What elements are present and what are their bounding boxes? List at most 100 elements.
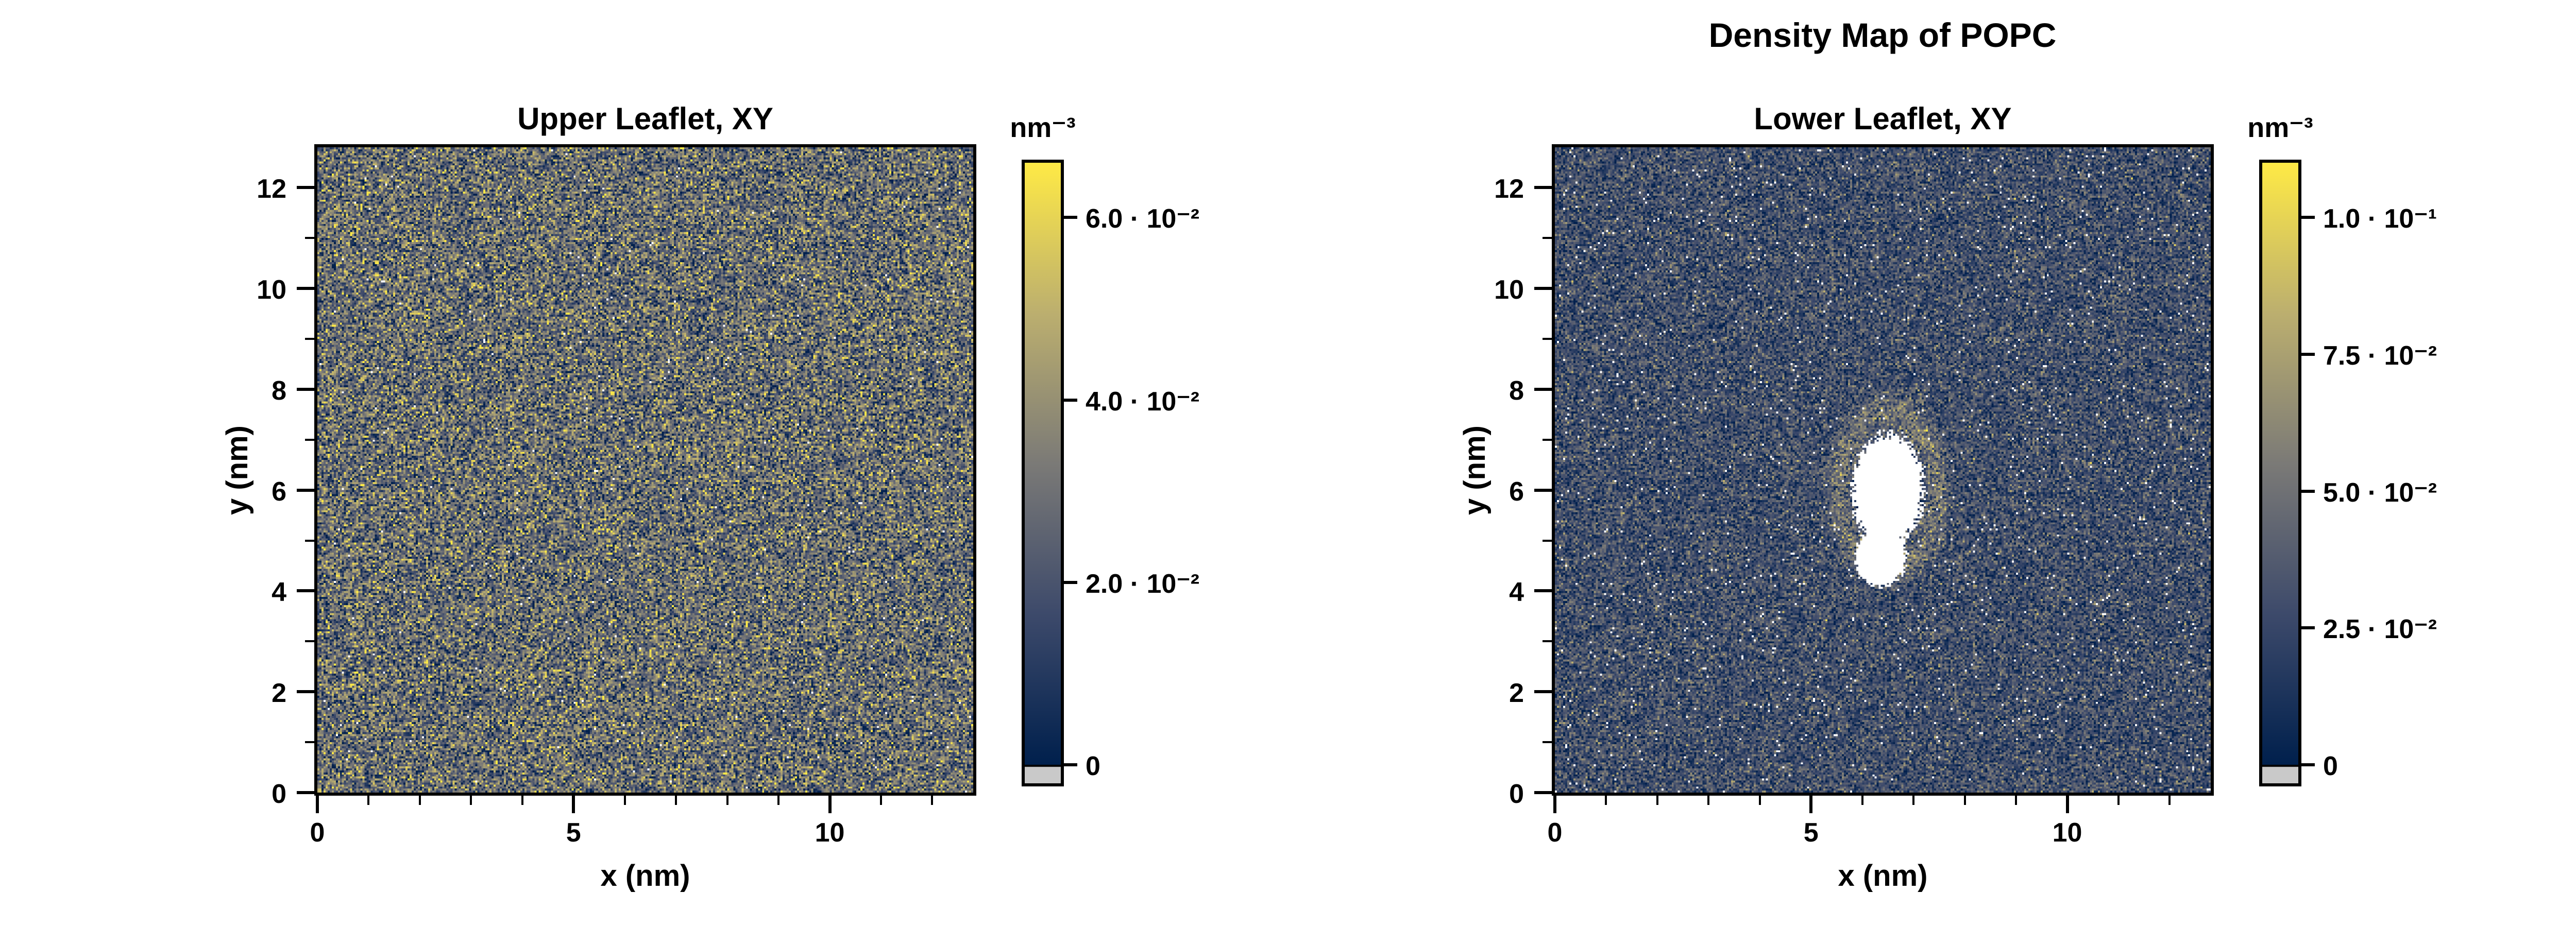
x-minor-tick [1912,796,1915,805]
x-tick-label: 5 [1803,818,1819,848]
y-tick-label: 8 [1509,375,1524,406]
colorbar-unit-label: nm⁻³ [1010,112,1076,143]
colorbar-unit-label: nm⁻³ [2247,112,2313,143]
x-minor-tick [675,796,677,805]
panel-title: Lower Leaflet, XY [1754,101,2012,136]
x-tick-label: 10 [815,818,845,848]
x-minor-tick [2015,796,2018,805]
x-major-tick [2065,796,2069,813]
y-minor-tick [305,741,314,744]
colorbar-tick-label: 2.5 · 10⁻² [2323,614,2437,645]
colorbar: nm⁻³ 0 2.0 · 10⁻² 4.0 · 10⁻² 6.0 · 10⁻² [1010,112,1199,786]
y-tick-label: 6 [272,476,286,507]
y-minor-tick [305,438,314,441]
x-minor-tick [521,796,523,805]
y-tick-label: 0 [1509,779,1524,809]
colorbar-tick-label: 5.0 · 10⁻² [2323,477,2437,508]
y-major-tick [297,488,314,492]
y-major-tick [297,287,314,290]
x-tick-label: 0 [310,818,325,848]
x-major-tick [572,796,575,813]
y-minor-tick [1543,438,1552,441]
y-major-tick [1534,287,1552,290]
y-tick-label: 10 [1494,275,1524,305]
colorbar-tick [2301,352,2315,356]
colorbar-gradient-canvas [2262,163,2298,783]
panel-title: Upper Leaflet, XY [517,101,773,136]
y-minor-tick [1543,539,1552,542]
plot-area [314,144,976,796]
y-major-tick [1534,690,1552,694]
x-tick-label: 0 [1547,818,1563,848]
x-axis-label: x (nm) [600,859,690,892]
colorbar-ticks: 0 2.0 · 10⁻² 4.0 · 10⁻² 6.0 · 10⁻² [1025,163,1199,783]
y-axis-label-text: y (nm) [1458,425,1492,515]
y-minor-tick [305,237,314,239]
colorbar-tick [1064,398,1077,402]
colorbar-tick-label: 1.0 · 10⁻¹ [2323,204,2437,234]
panel-lower-leaflet: Lower Leaflet, XY 0 5 10 0 2 4 6 8 10 12 x (nm) y… [1458,101,2437,892]
colorbar-tick-label: 6.0 · 10⁻² [1086,204,1200,234]
colorbar-tick-label: 0 [1086,751,1100,781]
x-minor-tick [1861,796,1863,805]
x-minor-tick [777,796,780,805]
x-minor-tick [367,796,370,805]
figure-title: Density Map of POPC [1708,16,2057,54]
x-axis-label: x (nm) [1838,859,1928,892]
y-minor-tick [305,640,314,643]
panel-upper-leaflet: Upper Leaflet, XY 0 5 10 0 2 4 6 8 10 12 x (nm) y… [221,101,1200,892]
colorbar-tick [1064,763,1077,766]
lower-leaflet-heatmap-canvas [1555,147,2211,793]
colorbar: nm⁻³ 0 2.5 · 10⁻² 5.0 · 10⁻² 7.5 · 10⁻² 1.0 … [2247,112,2437,786]
y-tick-label: 4 [1509,577,1524,608]
y-tick-label: 8 [272,375,286,406]
x-minor-tick [1605,796,1607,805]
colorbar-tick-label: 4.0 · 10⁻² [1086,386,1200,417]
colorbar-tick [2301,216,2315,219]
colorbar-tick [2301,489,2315,493]
colorbar-tick [2301,763,2315,766]
y-tick-label: 4 [272,577,286,608]
x-major-tick [1553,796,1556,813]
x-minor-tick [1963,796,1966,805]
y-tick-label: 12 [257,174,286,204]
colorbar-tick [1064,216,1077,219]
x-major-tick [316,796,319,813]
plot-area [1552,144,2214,796]
x-minor-tick [879,796,882,805]
x-major-tick [828,796,832,813]
y-major-tick [1534,488,1552,492]
y-minor-tick [1543,741,1552,744]
y-tick-label: 6 [1509,476,1524,507]
y-major-tick [297,791,314,794]
y-minor-tick [1543,237,1552,239]
x-tick-label: 5 [566,818,581,848]
x-minor-tick [418,796,421,805]
y-major-tick [297,186,314,190]
x-minor-tick [470,796,472,805]
x-major-tick [1809,796,1813,813]
upper-leaflet-heatmap-canvas [317,147,973,793]
y-axis-label-text: y (nm) [220,425,254,515]
x-minor-tick [1656,796,1658,805]
x-tick-label: 10 [2052,818,2082,848]
y-minor-tick [305,337,314,340]
y-major-tick [297,589,314,593]
y-tick-label: 10 [257,275,286,305]
y-major-tick [297,690,314,694]
x-minor-tick [2117,796,2120,805]
y-minor-tick [1543,337,1552,340]
colorbar-tick-label: 2.0 · 10⁻² [1086,569,1200,599]
x-minor-tick [931,796,934,805]
y-major-tick [1534,791,1552,794]
colorbar-tick-label: 7.5 · 10⁻² [2323,340,2437,371]
y-major-tick [1534,186,1552,190]
x-minor-tick [623,796,626,805]
x-minor-tick [2168,796,2171,805]
colorbar-tick [2301,626,2315,630]
colorbar-tick [1064,580,1077,584]
y-tick-label: 2 [272,678,286,709]
y-axis-label: y (nm) [1456,144,1493,796]
x-minor-tick [726,796,728,805]
